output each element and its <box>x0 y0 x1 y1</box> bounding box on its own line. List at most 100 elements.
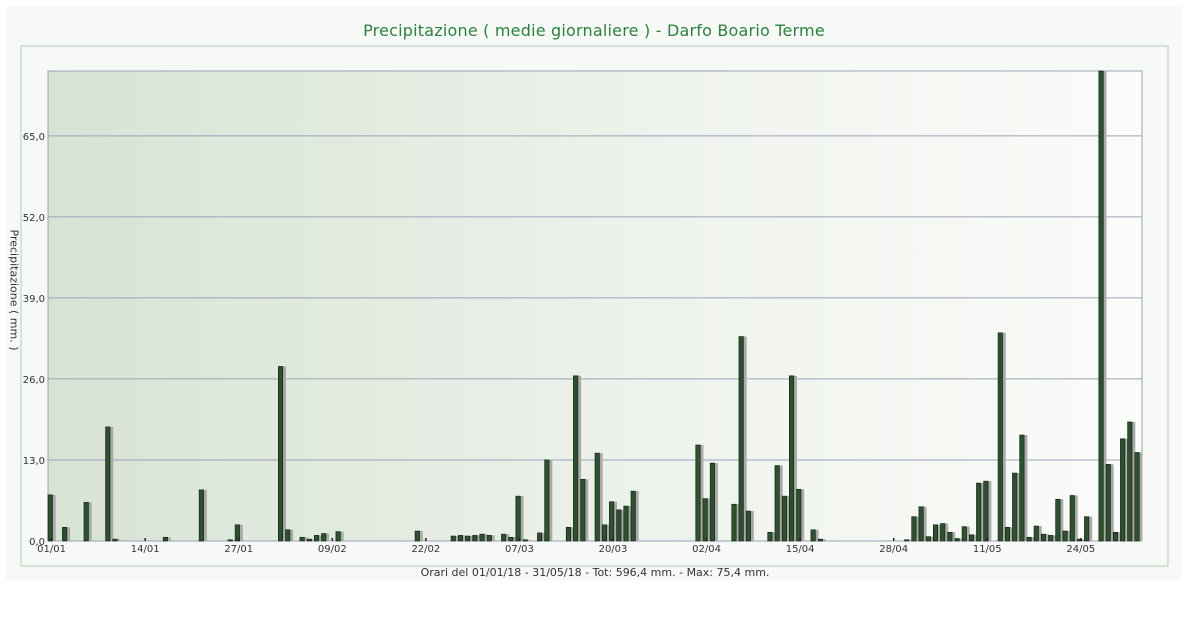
bar-shadow <box>605 524 610 541</box>
bar-shadow <box>699 445 704 541</box>
bar-shadow <box>454 536 459 541</box>
bar-shadow <box>418 531 423 541</box>
bar <box>105 426 111 542</box>
bar <box>976 482 982 542</box>
bar <box>1098 70 1104 542</box>
bar-shadow <box>734 504 740 541</box>
bar <box>573 375 579 542</box>
bar-shadow <box>1066 531 1071 541</box>
y-tick-label: 52,0 <box>23 213 45 224</box>
bar-shadow <box>936 524 941 541</box>
bar-shadow <box>547 459 553 541</box>
bar <box>1040 533 1046 542</box>
bar-shadow <box>792 375 798 541</box>
bar-shadow <box>979 483 985 541</box>
chart-title: Precipitazione ( medie giornaliere ) - D… <box>363 21 825 40</box>
bar-shadow <box>317 535 323 541</box>
bar-shadow <box>943 523 949 541</box>
bar-shadow <box>1030 537 1035 541</box>
bar <box>781 495 787 542</box>
bar <box>580 478 586 542</box>
bar-shadow <box>634 491 639 541</box>
bar-shadow <box>914 516 920 541</box>
bar-shadow <box>288 529 294 541</box>
bar <box>810 529 816 542</box>
bar <box>508 536 514 542</box>
bar-shadow <box>461 535 466 541</box>
bar <box>774 465 780 542</box>
bar <box>321 533 327 542</box>
bar <box>486 535 492 542</box>
axes: 0,0 13,0 26,0 39,0 52,0 65,0 01/01 14/01 27/01 09… <box>23 132 1096 555</box>
bar-shadow <box>1058 499 1064 541</box>
bar-shadow <box>1015 473 1021 541</box>
bar <box>789 375 795 542</box>
bar <box>565 526 571 542</box>
bar-shadow <box>770 532 776 541</box>
bar-shadow <box>821 539 826 541</box>
x-tick-label: 22/02 <box>411 544 440 555</box>
bar-shadow <box>785 496 790 541</box>
bar-shadow <box>1073 495 1078 541</box>
bar <box>1127 421 1133 542</box>
bar <box>47 494 53 542</box>
bars <box>47 70 1140 542</box>
bar-shadow <box>87 502 92 541</box>
bar <box>968 534 975 542</box>
bar <box>1019 434 1025 542</box>
bar-shadow <box>65 527 71 541</box>
bar-shadow <box>778 465 783 541</box>
bar-shadow <box>490 535 495 541</box>
bar <box>904 539 910 542</box>
bar-shadow <box>526 539 531 541</box>
bar <box>702 498 708 542</box>
bar-shadow <box>108 426 114 541</box>
bar-shadow <box>619 509 625 541</box>
bar <box>522 539 528 542</box>
y-tick-label: 26,0 <box>23 375 45 386</box>
bar-shadow <box>1044 534 1049 541</box>
bar-shadow <box>511 537 517 541</box>
bar-shadow <box>166 537 171 541</box>
bar-shadow <box>799 489 805 541</box>
bar-shadow <box>1102 71 1107 541</box>
bar-shadow <box>51 494 56 541</box>
bar-shadow <box>1051 535 1057 541</box>
bar-shadow <box>986 481 992 541</box>
bar-shadow <box>1109 464 1114 541</box>
bar-shadow <box>569 527 574 541</box>
bar-shadow <box>814 529 819 541</box>
bar <box>925 536 931 542</box>
bar <box>1069 495 1075 542</box>
bar-shadow <box>922 506 927 541</box>
bar-shadow <box>310 539 315 541</box>
bar-shadow <box>1087 516 1093 541</box>
bar <box>594 452 600 542</box>
x-tick-label: 11/05 <box>973 544 1002 555</box>
bar <box>479 533 485 542</box>
bar-shadow <box>468 536 474 541</box>
bar <box>299 536 305 542</box>
bar-shadow <box>281 366 287 541</box>
bar <box>616 509 622 542</box>
x-tick-label: 14/01 <box>131 544 160 555</box>
grid-layer <box>48 135 1142 461</box>
bar <box>1084 516 1090 542</box>
bar-shadow <box>576 375 582 541</box>
bar-shadow <box>706 498 711 541</box>
bar <box>911 516 917 542</box>
bar <box>306 538 312 542</box>
bar-shadow <box>339 531 344 541</box>
bar <box>630 490 636 542</box>
bar <box>198 489 204 542</box>
bar <box>1062 530 1068 542</box>
bar <box>947 531 953 542</box>
bar-shadow <box>907 539 913 541</box>
bar-shadow <box>929 536 934 541</box>
bar-shadow <box>1123 438 1129 541</box>
bar <box>62 526 68 542</box>
x-tick-label: 07/03 <box>505 544 534 555</box>
bar <box>465 535 471 542</box>
bar <box>932 524 939 542</box>
